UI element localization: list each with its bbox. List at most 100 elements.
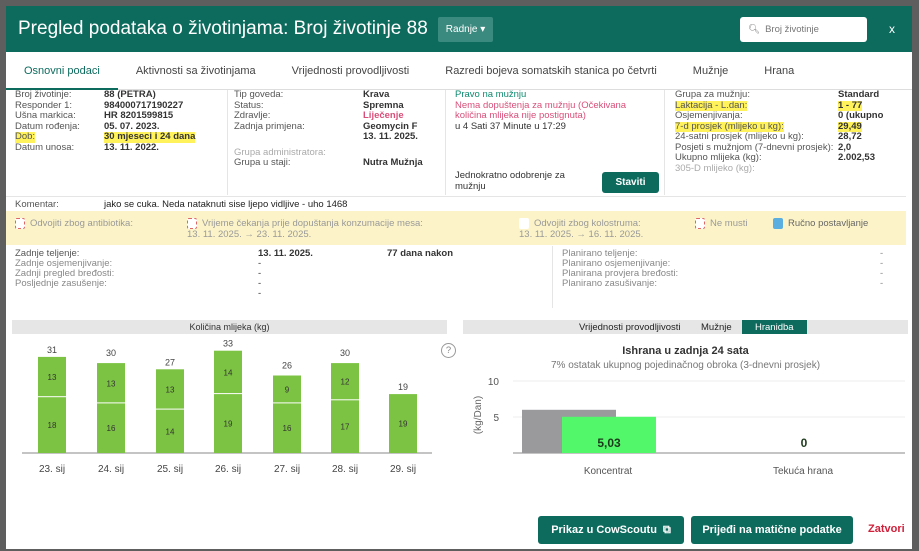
field-value: - bbox=[258, 278, 262, 289]
close-button[interactable]: Zatvori bbox=[868, 523, 905, 535]
milk-bar-upper bbox=[273, 375, 301, 403]
field-value: - bbox=[880, 278, 884, 289]
milk-bar-upper bbox=[156, 369, 184, 409]
close-icon[interactable]: x bbox=[889, 22, 895, 36]
meat-wait-range: 13. 11. 2025. → 23. 11. 2025. bbox=[187, 228, 312, 240]
manual-label: Ručno postavljanje bbox=[788, 218, 869, 230]
x-tick-label: Koncentrat bbox=[584, 466, 633, 477]
milking-time: u 4 Sati 37 Minute u 17:29 bbox=[455, 120, 566, 132]
x-tick-label: 26. sij bbox=[215, 464, 241, 475]
bar-segment-label: 13 bbox=[166, 385, 175, 394]
bar-total-label: 30 bbox=[340, 348, 350, 358]
tab-feed[interactable]: Hrana bbox=[764, 64, 795, 77]
no-milk-checkbox[interactable] bbox=[695, 218, 705, 229]
field-value: Geomycin F bbox=[363, 120, 418, 132]
field-value: - bbox=[258, 288, 262, 299]
chart-tab-milkings[interactable]: Mužnje bbox=[701, 322, 732, 333]
meat-wait-checkbox[interactable] bbox=[187, 218, 197, 229]
field-label: 24-satni prosjek (mlijeko u kg): bbox=[675, 131, 804, 142]
field-value: 05. 07. 2023. bbox=[104, 120, 160, 132]
set-button[interactable]: Staviti bbox=[602, 172, 659, 193]
field-value: 0 (ukupno bbox=[838, 110, 884, 121]
y-tick-label: 5 bbox=[493, 413, 499, 424]
external-link-icon: ⧉ bbox=[662, 523, 671, 536]
field-label: Zadnje teljenje: bbox=[15, 248, 80, 259]
field-extra: 77 dana nakon bbox=[387, 248, 453, 259]
y-axis-label: (kg/Dan) bbox=[473, 396, 484, 434]
field-value: - bbox=[258, 258, 262, 269]
tab-conductivity[interactable]: Vrijednosti provodljivosti bbox=[291, 64, 410, 77]
chart-tab-conductivity[interactable]: Vrijednosti provodljivosti bbox=[579, 322, 681, 333]
colostrum-label: Odvojiti zbog kolostruma: bbox=[534, 218, 641, 230]
milking-warning: Nema dopuštenja za mužnju (Očekivana kol… bbox=[455, 99, 627, 121]
actions-dropdown[interactable]: Radnje ▾ bbox=[437, 16, 494, 42]
cowscout-button[interactable]: Prikaz u CowScoutu ⧉ bbox=[538, 516, 684, 544]
field-label: Datum unosa: bbox=[15, 141, 75, 153]
manual-checkbox[interactable] bbox=[773, 218, 783, 229]
master-data-button[interactable]: Prijeđi na matične podatke bbox=[691, 516, 853, 544]
bar-segment-label: 19 bbox=[224, 420, 233, 429]
x-tick-label: 28. sij bbox=[332, 464, 358, 475]
field-value: 30 mjeseci i 24 dana bbox=[104, 131, 196, 143]
antibiotic-checkbox[interactable] bbox=[15, 218, 25, 229]
comment-label: Komentar: bbox=[15, 199, 59, 210]
help-icon[interactable]: ? bbox=[441, 343, 456, 358]
field-label: Dob: bbox=[15, 131, 36, 143]
tab-basic[interactable]: Osnovni podaci bbox=[6, 52, 118, 90]
chart-tab-feeding[interactable]: Hranidba bbox=[742, 320, 807, 334]
milk-bar-lower bbox=[214, 394, 242, 453]
field-label: Ušna markica: bbox=[15, 110, 76, 121]
field-label: Ukupno mlijeka (kg): bbox=[675, 152, 762, 163]
field-value: 2.002,53 bbox=[838, 152, 875, 163]
tab-activities[interactable]: Aktivnosti sa životinjama bbox=[135, 64, 256, 77]
tab-scc[interactable]: Razredi bojeva somatskih stanica po četv… bbox=[445, 64, 657, 77]
milk-bar-upper bbox=[38, 356, 66, 397]
bar-total-label: 26 bbox=[282, 360, 292, 370]
bar-total-label: 31 bbox=[47, 345, 57, 355]
field-value: Krava bbox=[363, 89, 390, 100]
field-value: 28,72 bbox=[838, 131, 862, 142]
bar-segment-label: 16 bbox=[107, 424, 116, 433]
comment-text: jako se cuka. Neda nataknuti sise ljepo … bbox=[104, 199, 348, 210]
milk-bar-lower bbox=[156, 409, 184, 453]
x-tick-label: 29. sij bbox=[390, 464, 416, 475]
field-value: 984000717190227 bbox=[104, 99, 184, 111]
field-label: Planirano zasušivanje: bbox=[562, 278, 658, 289]
bar-segment-label: 13 bbox=[107, 379, 116, 388]
field-label: Posjeti s mužnjom (7-dnevni prosjek): bbox=[675, 141, 834, 153]
field-label: Zadnje osjemenjivanje: bbox=[15, 258, 113, 269]
colostrum-range: 13. 11. 2025. → 16. 11. 2025. bbox=[519, 228, 644, 240]
milk-bar-upper bbox=[331, 363, 359, 400]
search-input[interactable]: 🔍︎ Broj životinje bbox=[740, 17, 867, 42]
field-value: 29,49 bbox=[838, 120, 862, 132]
x-tick-label: 24. sij bbox=[98, 464, 124, 475]
bar-segment-label: 16 bbox=[283, 424, 292, 433]
tab-milkings[interactable]: Mužnje bbox=[692, 64, 729, 77]
milk-bar-lower bbox=[273, 403, 301, 453]
feed-chart-subtitle: 7% ostatak ukupnog pojedinačnog obroka (… bbox=[550, 360, 821, 371]
search-icon: 🔍︎ bbox=[748, 24, 761, 35]
field-label: Responder 1: bbox=[15, 99, 73, 111]
field-label: Zdravlje: bbox=[234, 110, 271, 121]
bar-segment-label: 12 bbox=[341, 378, 350, 387]
one-time-approval-label: Jednokratno odobrenje za mužnju bbox=[455, 170, 565, 192]
field-value: 13. 11. 2022. bbox=[104, 141, 159, 153]
bar-segment-label: 13 bbox=[48, 373, 57, 382]
feed-data-label: 0 bbox=[801, 436, 808, 450]
milk-bar-lower bbox=[97, 403, 125, 453]
bar-total-label: 30 bbox=[106, 348, 116, 358]
colostrum-checkbox[interactable] bbox=[519, 218, 529, 229]
bar-total-label: 27 bbox=[165, 357, 175, 367]
field-value: Liječenje bbox=[363, 110, 404, 121]
field-value: 88 (PETRA) bbox=[104, 89, 156, 100]
field-value: - bbox=[258, 268, 262, 279]
x-tick-label: 23. sij bbox=[39, 464, 65, 475]
milking-permission-title: Pravo na mužnju bbox=[455, 89, 527, 100]
field-label: Tip goveda: bbox=[234, 89, 284, 100]
x-tick-label: Tekuća hrana bbox=[773, 466, 833, 477]
field-label: 305-D mlijeko (kg): bbox=[675, 162, 755, 174]
bar-total-label: 19 bbox=[398, 382, 408, 392]
field-label: Zadnja primjena: bbox=[234, 120, 305, 132]
field-value: Spremna bbox=[363, 99, 404, 111]
field-label: Zadnji pregled bređosti: bbox=[15, 268, 115, 279]
